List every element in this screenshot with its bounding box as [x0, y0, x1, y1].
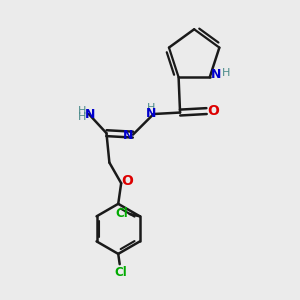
Text: H: H	[222, 68, 230, 78]
Text: H: H	[146, 103, 155, 112]
Text: N: N	[211, 68, 221, 81]
Text: Cl: Cl	[114, 266, 127, 279]
Text: H: H	[78, 106, 86, 116]
Text: O: O	[121, 175, 133, 188]
Text: O: O	[207, 104, 219, 118]
Text: N: N	[146, 107, 156, 120]
Text: Cl: Cl	[116, 207, 129, 220]
Text: H: H	[78, 112, 86, 122]
Text: N: N	[85, 108, 95, 121]
Text: N: N	[122, 129, 133, 142]
